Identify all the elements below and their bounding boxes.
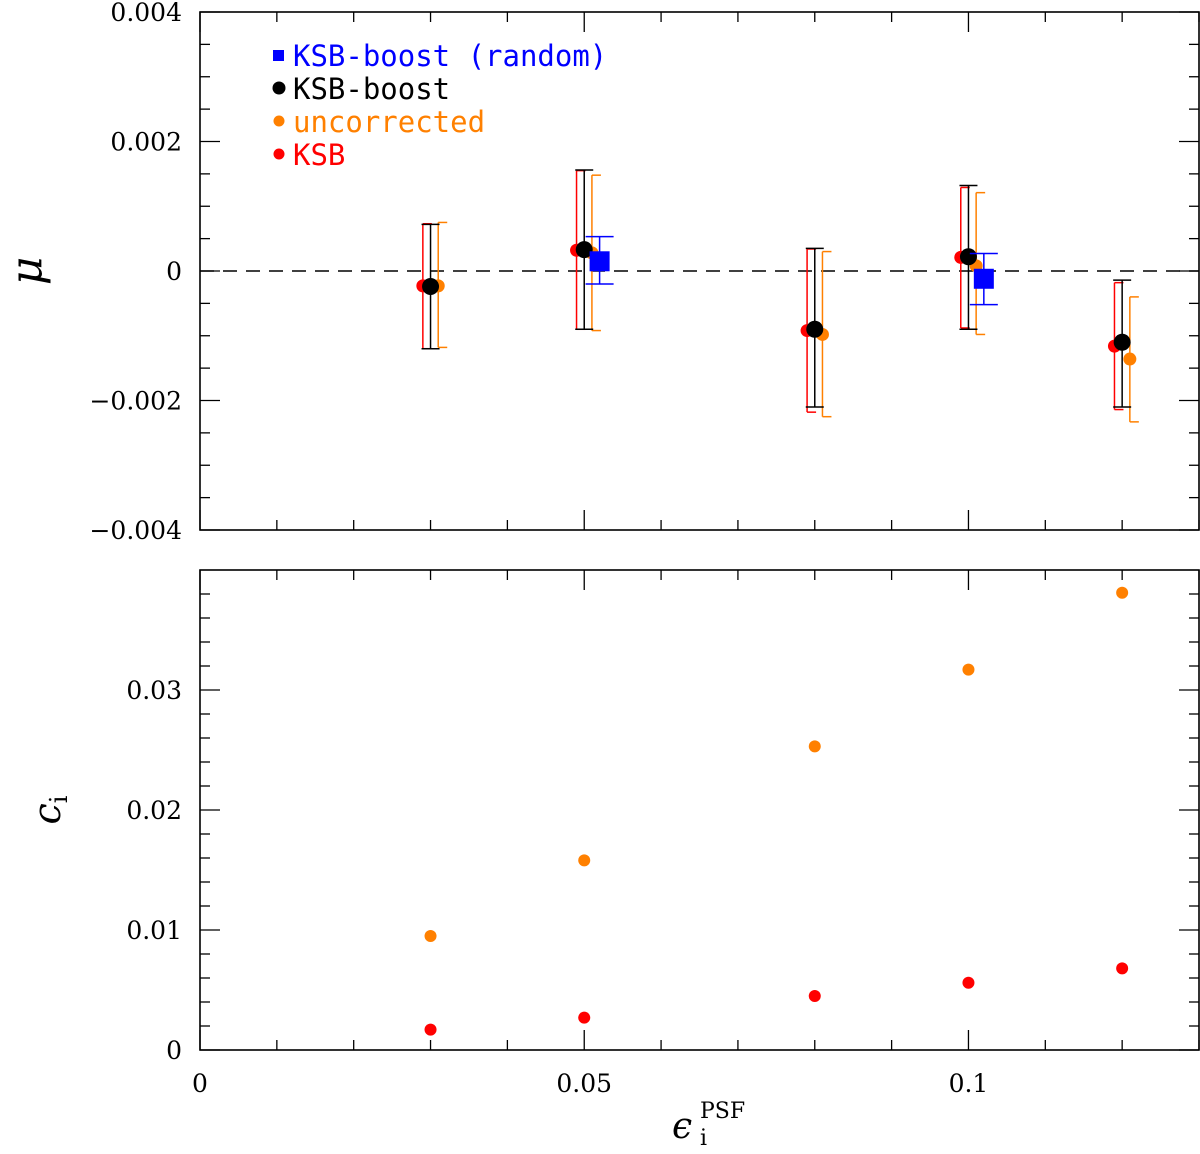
top-y-tick-label: 0.004 xyxy=(110,0,182,27)
x-label-sub: i xyxy=(700,1126,707,1151)
x-label-epsilon: ϵ xyxy=(672,1106,692,1147)
top-y-tick-label: −0.004 xyxy=(89,516,182,545)
bottom-y-tick-label: 0.02 xyxy=(126,796,182,825)
bottom-point-uncorrected xyxy=(424,930,437,942)
legend-marker-random xyxy=(273,50,284,61)
bottom-y-tick-label: 0.03 xyxy=(126,676,182,705)
bottom-point-uncorrected xyxy=(808,740,821,753)
top-y-tick-label: 0 xyxy=(166,257,182,286)
point-boost xyxy=(422,278,440,296)
point-boost xyxy=(806,320,824,338)
bottom-point-ksb xyxy=(1116,962,1129,975)
bottom-point-ksb xyxy=(808,990,821,1002)
x-tick-label: 0.1 xyxy=(949,1069,989,1098)
point-boost xyxy=(1113,333,1131,351)
legend-marker-ksb xyxy=(273,148,285,160)
legend-label-random: KSB-boost (random) xyxy=(293,39,607,73)
point-random xyxy=(973,268,994,289)
bottom-y-tick-label: 0 xyxy=(166,1036,182,1065)
legend-label-ksb: KSB xyxy=(293,138,345,172)
bottom-y-axis-label: ci xyxy=(25,795,73,824)
y-label-sub: i xyxy=(45,795,73,803)
top-panel: −0.004 −0.002 0 0.002 0.004 KSB-boost (rando… xyxy=(2,0,1200,545)
x-tick-label: 0 xyxy=(192,1069,208,1098)
top-y-tick-label: −0.002 xyxy=(89,387,182,416)
legend-marker-boost xyxy=(272,81,286,95)
legend-marker-uncorrected xyxy=(273,115,285,127)
x-axis-label: ϵ i PSF xyxy=(672,1099,745,1151)
svg-text:ϵ: ϵ xyxy=(672,1106,692,1147)
bottom-panel: 0 0.05 0.100.010.020.03 ci ϵ i PSF xyxy=(25,569,1200,1151)
bottom-point-ksb xyxy=(578,1011,591,1024)
top-y-tick-label: 0.002 xyxy=(110,128,182,157)
bottom-point-uncorrected xyxy=(578,854,591,867)
point-random xyxy=(589,251,610,272)
legend-label-boost: KSB-boost xyxy=(293,72,450,106)
bottom-point-uncorrected xyxy=(962,663,975,676)
point-uncorrected xyxy=(1123,352,1137,366)
top-y-axis-label: μ xyxy=(2,257,53,286)
svg-text:ci: ci xyxy=(25,795,73,824)
bottom-plot-frame xyxy=(199,569,1200,1051)
x-label-sup: PSF xyxy=(700,1099,745,1124)
bottom-point-uncorrected xyxy=(1116,586,1129,599)
point-boost xyxy=(575,241,593,259)
bottom-y-tick-label: 0.01 xyxy=(126,916,182,945)
point-boost xyxy=(959,248,977,266)
bottom-point-ksb xyxy=(424,1023,437,1036)
x-tick-label: 0.05 xyxy=(556,1069,612,1098)
y-label-c: c xyxy=(25,803,69,824)
legend: KSB-boost (random)KSB-boostuncorrectedKS… xyxy=(272,39,607,172)
legend-label-uncorrected: uncorrected xyxy=(293,105,485,139)
bottom-point-ksb xyxy=(962,976,975,989)
